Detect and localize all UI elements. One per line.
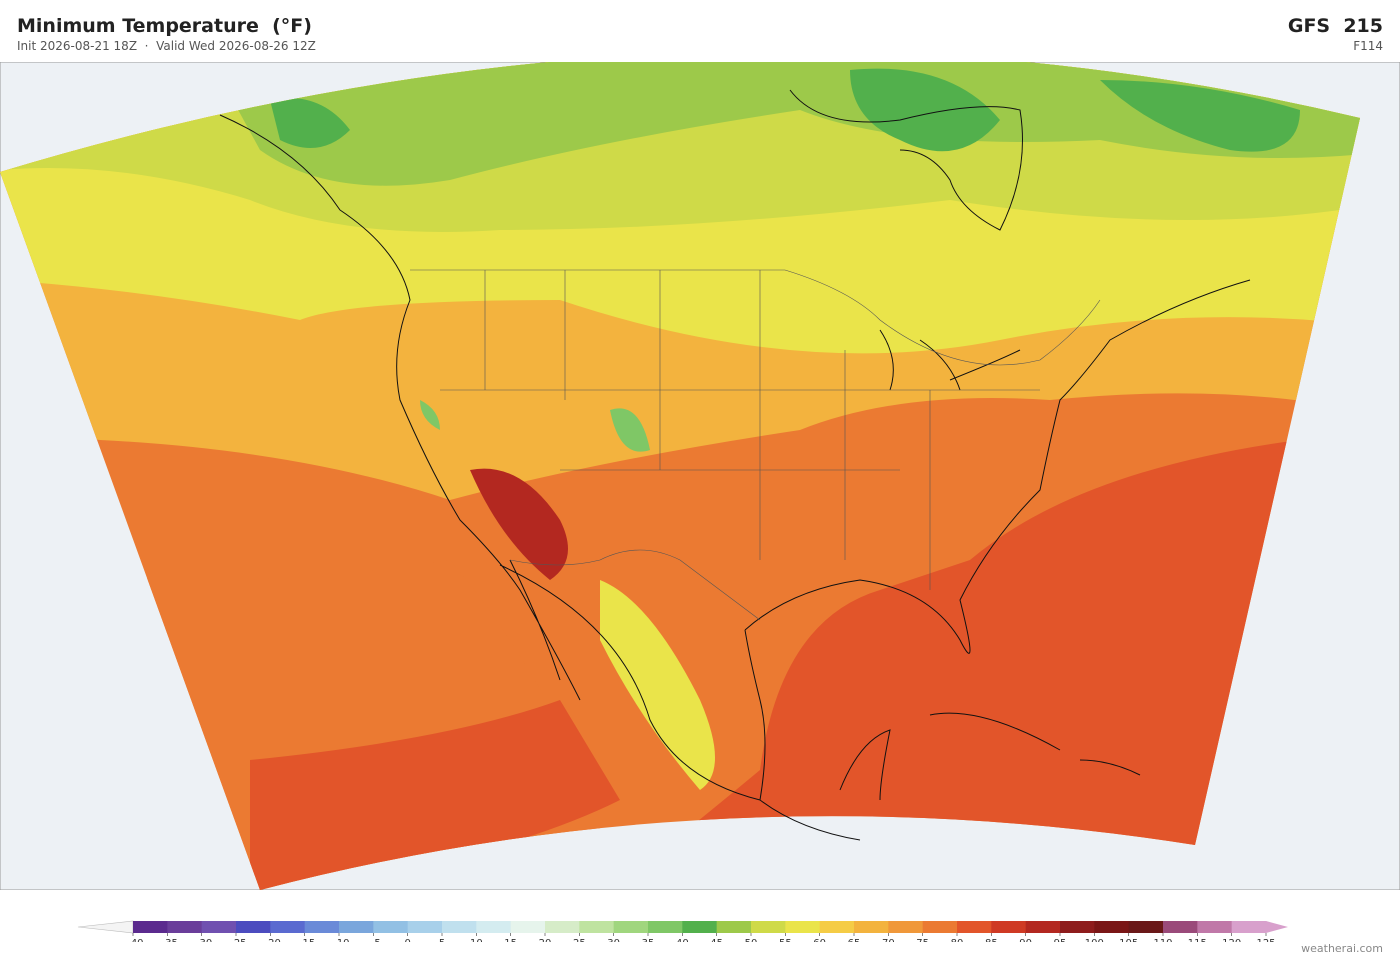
tick-label: 60 xyxy=(813,938,826,942)
tick-label: 50 xyxy=(745,938,758,942)
color-bin xyxy=(339,921,374,933)
tick-label: −35 xyxy=(157,938,178,942)
color-bin xyxy=(1128,921,1164,933)
tick-label: 35 xyxy=(642,938,655,942)
color-bin xyxy=(304,921,340,933)
color-bin xyxy=(1163,921,1198,933)
tick-label: −40 xyxy=(122,938,143,942)
color-bin xyxy=(476,921,512,933)
color-bin xyxy=(270,921,306,933)
tick-label: 90 xyxy=(1019,938,1032,942)
color-bin xyxy=(957,921,992,933)
color-bin xyxy=(1094,921,1130,933)
color-bin xyxy=(1025,921,1061,933)
tick-label: 80 xyxy=(951,938,964,942)
tick-label: −15 xyxy=(294,938,315,942)
color-bin xyxy=(1197,921,1233,933)
tick-label: 10 xyxy=(470,938,483,942)
color-bin xyxy=(888,921,924,933)
tick-label: 85 xyxy=(985,938,998,942)
tick-label: 75 xyxy=(916,938,929,942)
tick-label: −10 xyxy=(328,938,349,942)
map xyxy=(0,62,1400,890)
tick-label: 65 xyxy=(848,938,861,942)
tick-label: 20 xyxy=(539,938,552,942)
color-bin xyxy=(579,921,615,933)
tick-label: 120 xyxy=(1222,938,1241,942)
forecast-hour: F114 xyxy=(1353,39,1383,53)
color-bin xyxy=(785,921,821,933)
tick-label: −5 xyxy=(366,938,381,942)
tick-label: 100 xyxy=(1085,938,1104,942)
tick-label: 30 xyxy=(607,938,620,942)
color-bin xyxy=(1231,921,1267,933)
color-bin xyxy=(510,921,546,933)
color-bin xyxy=(407,921,443,933)
color-bin xyxy=(716,921,752,933)
map-subtitle: Init 2026-08-21 18Z · Valid Wed 2026-08-… xyxy=(17,39,316,53)
tick-label: 55 xyxy=(779,938,792,942)
color-bin xyxy=(545,921,580,933)
color-bin xyxy=(922,921,958,933)
coastlines xyxy=(219,89,1251,841)
tick-label: −25 xyxy=(225,938,246,942)
colorbar-low-extend xyxy=(77,920,134,934)
tick-label: 70 xyxy=(882,938,895,942)
color-bin xyxy=(167,921,203,933)
color-bin xyxy=(201,921,237,933)
color-bin xyxy=(133,921,168,933)
color-bin xyxy=(613,921,649,933)
tick-label: 110 xyxy=(1153,938,1172,942)
tick-label: 115 xyxy=(1188,938,1207,942)
credit: weatherai.com xyxy=(1301,942,1383,955)
colorbar: −40 −35 −30 −25 −20 −15 −10 −5 0 5 10 15 20 25 30 35 40 4… xyxy=(77,920,1288,942)
tick-label: −30 xyxy=(191,938,212,942)
color-bin xyxy=(442,921,477,933)
tick-label: 0 xyxy=(404,938,410,942)
tick-label: 125 xyxy=(1256,938,1275,942)
tick-label: 15 xyxy=(504,938,517,942)
color-bin xyxy=(991,921,1027,933)
tick-label: 95 xyxy=(1054,938,1067,942)
tick-label: 25 xyxy=(573,938,586,942)
color-bin xyxy=(751,921,786,933)
map-title: Minimum Temperature (°F) xyxy=(17,15,312,37)
color-bin xyxy=(854,921,889,933)
color-bin xyxy=(682,921,718,933)
color-bin xyxy=(373,921,409,933)
tick-label: 45 xyxy=(710,938,723,942)
tick-label: −20 xyxy=(260,938,281,942)
color-bin xyxy=(236,921,271,933)
colorbar-high-extend xyxy=(1266,921,1288,933)
borders xyxy=(410,269,1101,621)
color-bin xyxy=(1060,921,1095,933)
model-name: GFS 215 xyxy=(1287,15,1383,37)
tick-label: 5 xyxy=(439,938,445,942)
color-bin xyxy=(819,921,855,933)
color-bin xyxy=(648,921,683,933)
tick-label: 105 xyxy=(1119,938,1138,942)
tick-label: 40 xyxy=(676,938,689,942)
